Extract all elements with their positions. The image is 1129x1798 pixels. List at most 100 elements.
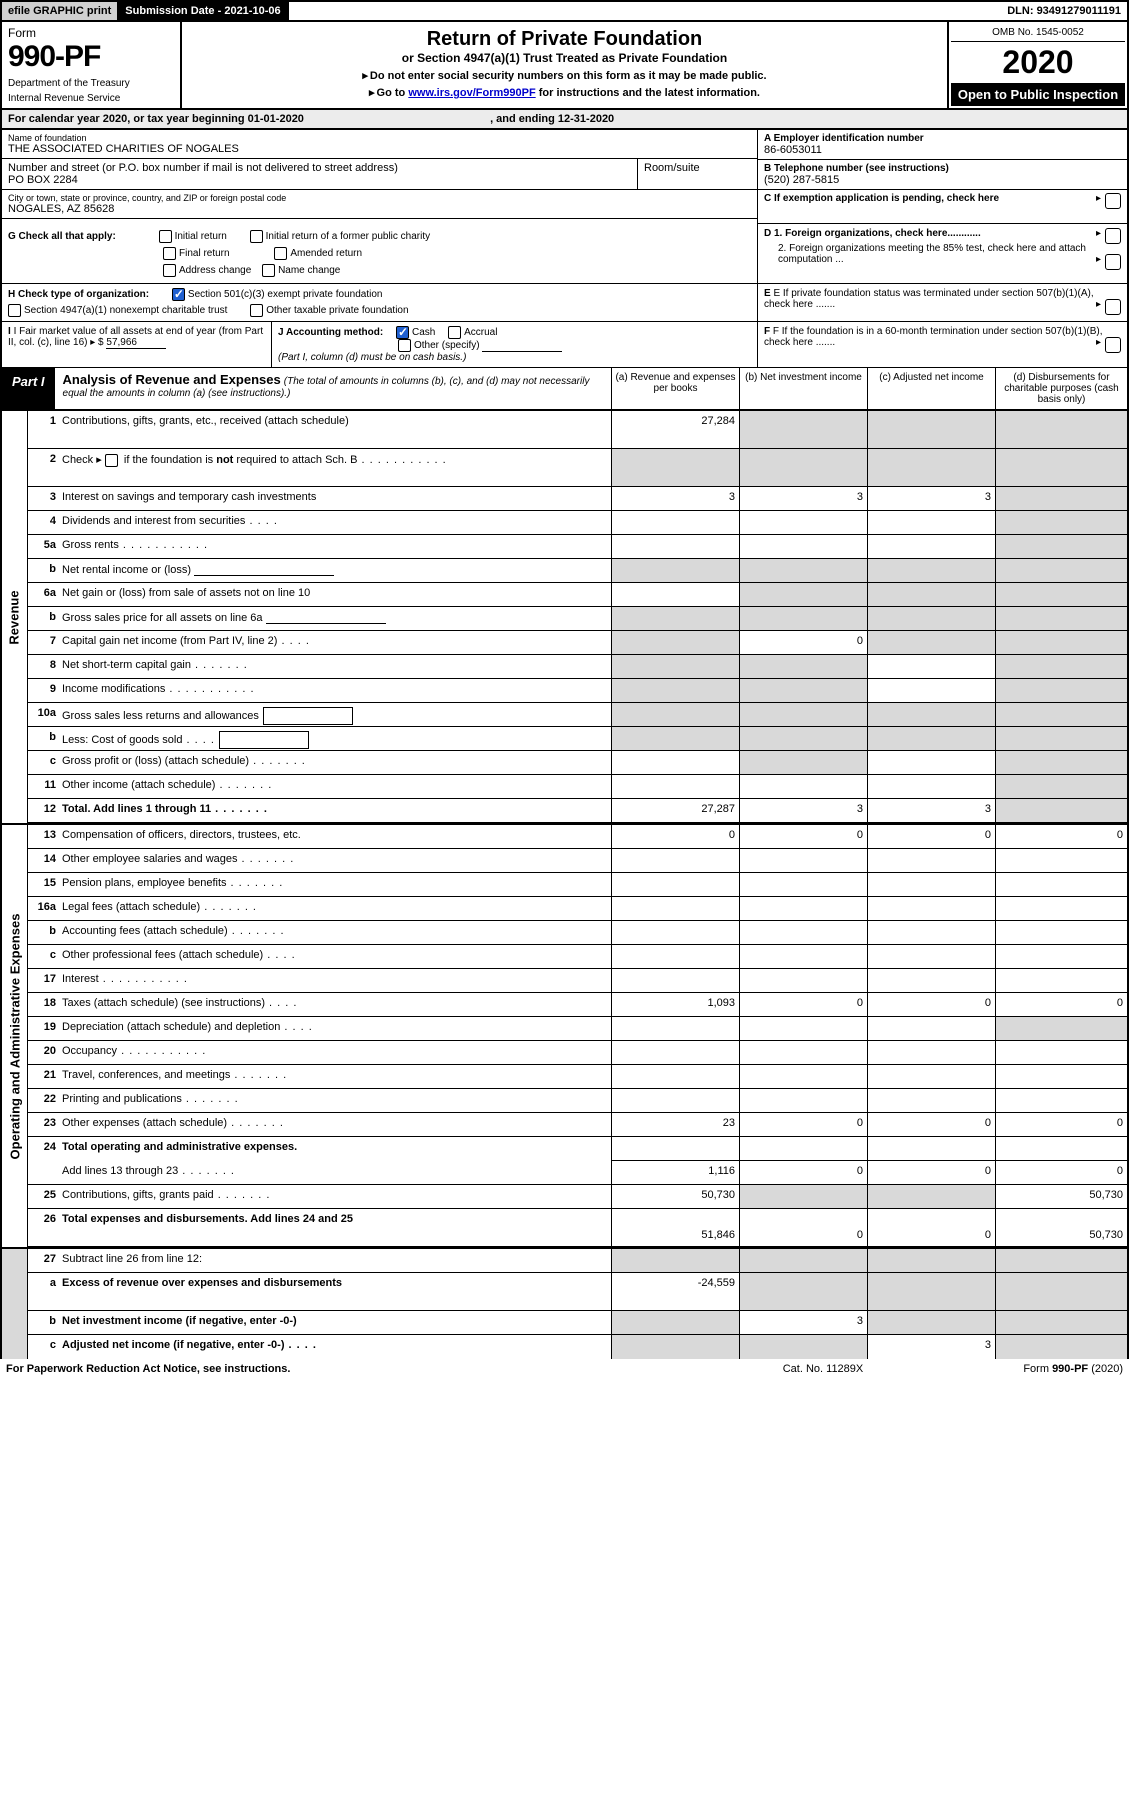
form-title: Return of Private Foundation: [192, 28, 937, 51]
foundation-name: THE ASSOCIATED CHARITIES OF NOGALES: [8, 143, 751, 155]
chk-address-change[interactable]: [163, 264, 176, 277]
d1-checkbox[interactable]: [1105, 228, 1121, 244]
chk-amended[interactable]: [274, 247, 287, 260]
row-25: 25Contributions, gifts, grants paid50,73…: [28, 1185, 1127, 1209]
dln: DLN: 93491279011191: [1001, 2, 1127, 20]
i-block: I I Fair market value of all assets at e…: [2, 322, 272, 367]
g5-label: Address change: [179, 265, 251, 276]
chk-final-return[interactable]: [163, 247, 176, 260]
row-16b: bAccounting fees (attach schedule): [28, 921, 1127, 945]
e-checkbox[interactable]: [1105, 299, 1121, 315]
c-checkbox[interactable]: [1105, 193, 1121, 209]
line27-rows: 27Subtract line 26 from line 12: aExcess…: [28, 1249, 1127, 1359]
g2-label: Initial return of a former public charit…: [266, 231, 431, 242]
chk-initial-former[interactable]: [250, 230, 263, 243]
chk-other-method[interactable]: [398, 339, 411, 352]
foundation-name-cell: Name of foundation THE ASSOCIATED CHARIT…: [2, 130, 757, 159]
footer-mid: Cat. No. 11289X: [723, 1363, 923, 1375]
subdate-value: 2021-10-06: [224, 5, 280, 17]
chk-accrual[interactable]: [448, 326, 461, 339]
chk-schB[interactable]: [105, 454, 118, 467]
row-13: 13Compensation of officers, directors, t…: [28, 825, 1127, 849]
part1-title-block: Analysis of Revenue and Expenses (The to…: [55, 368, 611, 409]
expenses-rows: 13Compensation of officers, directors, t…: [28, 825, 1127, 1247]
chk-cash[interactable]: [396, 326, 409, 339]
j-note: (Part I, column (d) must be on cash basi…: [278, 352, 751, 363]
row-6b: bGross sales price for all assets on lin…: [28, 607, 1127, 631]
row-17: 17Interest: [28, 969, 1127, 993]
row-23: 23Other expenses (attach schedule)23000: [28, 1113, 1127, 1137]
form-subtitle: or Section 4947(a)(1) Trust Treated as P…: [192, 51, 937, 65]
h3-label: Other taxable private foundation: [266, 305, 408, 316]
tel-cell: B Telephone number (see instructions) (5…: [758, 160, 1127, 190]
info-left: Name of foundation THE ASSOCIATED CHARIT…: [2, 130, 757, 224]
col-b-header: (b) Net investment income: [739, 368, 867, 409]
irs-link[interactable]: www.irs.gov/Form990PF: [408, 87, 535, 99]
ein-cell: A Employer identification number 86-6053…: [758, 130, 1127, 160]
row-10b: bLess: Cost of goods sold: [28, 727, 1127, 751]
topbar-spacer: [289, 2, 1002, 20]
f-block: F F If the foundation is in a 60-month t…: [757, 322, 1127, 367]
d2-checkbox[interactable]: [1105, 254, 1121, 270]
row-14: 14Other employee salaries and wages: [28, 849, 1127, 873]
note-goto: Go to www.irs.gov/Form990PF for instruct…: [192, 86, 937, 99]
row-8: 8Net short-term capital gain: [28, 655, 1127, 679]
col-a-header: (a) Revenue and expenses per books: [611, 368, 739, 409]
col-d-header: (d) Disbursements for charitable purpose…: [995, 368, 1127, 409]
room-label: Room/suite: [644, 162, 751, 174]
chk-initial-return[interactable]: [159, 230, 172, 243]
chk-501c3[interactable]: [172, 288, 185, 301]
efile-print-button[interactable]: efile GRAPHIC print: [2, 2, 119, 20]
row-2: 2Check ▸ if the foundation is not requir…: [28, 449, 1127, 487]
chk-name-change[interactable]: [262, 264, 275, 277]
cal-end: 12-31-2020: [558, 113, 614, 125]
chk-4947a1[interactable]: [8, 304, 21, 317]
f-checkbox[interactable]: [1105, 337, 1121, 353]
addr-row: Number and street (or P.O. box number if…: [2, 159, 757, 190]
row-26: 26Total expenses and disbursements. Add …: [28, 1209, 1127, 1247]
j3-label: Other (specify): [414, 340, 480, 351]
tel-label: B Telephone number (see instructions): [764, 163, 1121, 174]
g-label: G Check all that apply:: [8, 231, 116, 242]
footer-right: Form 990-PF (2020): [923, 1363, 1123, 1375]
g-d-row: G Check all that apply: Initial return I…: [0, 224, 1129, 284]
top-bar: efile GRAPHIC print Submission Date - 20…: [0, 0, 1129, 22]
line27-group: 27Subtract line 26 from line 12: aExcess…: [0, 1247, 1129, 1359]
chk-other-taxable[interactable]: [250, 304, 263, 317]
row-1: 1Contributions, gifts, grants, etc., rec…: [28, 411, 1127, 449]
row-12: 12Total. Add lines 1 through 1127,28733: [28, 799, 1127, 823]
d1-label: D 1. Foreign organizations, check here..…: [764, 228, 981, 239]
note-goto-a: Go to: [369, 87, 408, 99]
expenses-label: Operating and Administrative Expenses: [2, 825, 28, 1247]
addr-value: PO BOX 2284: [8, 174, 631, 186]
row-9: 9Income modifications: [28, 679, 1127, 703]
city-value: NOGALES, AZ 85628: [8, 203, 751, 215]
j2-label: Accrual: [464, 327, 497, 338]
header-right: OMB No. 1545-0052 2020 Open to Public In…: [947, 22, 1127, 108]
revenue-group: Revenue 1Contributions, gifts, grants, e…: [0, 411, 1129, 823]
header-mid: Return of Private Foundation or Section …: [182, 22, 947, 108]
row-24: 24Total operating and administrative exp…: [28, 1137, 1127, 1161]
header-left: Form 990-PF Department of the Treasury I…: [2, 22, 182, 108]
part1-tag: Part I: [2, 368, 55, 409]
part1-header: Part I Analysis of Revenue and Expenses …: [0, 367, 1129, 411]
h-label: H Check type of organization:: [8, 289, 149, 300]
g3-label: Final return: [179, 248, 230, 259]
row-21: 21Travel, conferences, and meetings: [28, 1065, 1127, 1089]
row-19: 19Depreciation (attach schedule) and dep…: [28, 1017, 1127, 1041]
tel-value: (520) 287-5815: [764, 174, 1121, 186]
city-label: City or town, state or province, country…: [8, 193, 751, 203]
subdate-label: Submission Date -: [125, 5, 224, 17]
ein-value: 86-6053011: [764, 144, 1121, 156]
row-11: 11Other income (attach schedule): [28, 775, 1127, 799]
calendar-year-row: For calendar year 2020, or tax year begi…: [0, 110, 1129, 130]
row-24b: Add lines 13 through 231,116000: [28, 1161, 1127, 1185]
row-15: 15Pension plans, employee benefits: [28, 873, 1127, 897]
open-inspection: Open to Public Inspection: [951, 83, 1125, 106]
row-27a: aExcess of revenue over expenses and dis…: [28, 1273, 1127, 1311]
cal-begin: 01-01-2020: [248, 113, 304, 125]
addr-label: Number and street (or P.O. box number if…: [8, 162, 631, 174]
row-16c: cOther professional fees (attach schedul…: [28, 945, 1127, 969]
g6-label: Name change: [278, 265, 340, 276]
g1-label: Initial return: [175, 231, 227, 242]
